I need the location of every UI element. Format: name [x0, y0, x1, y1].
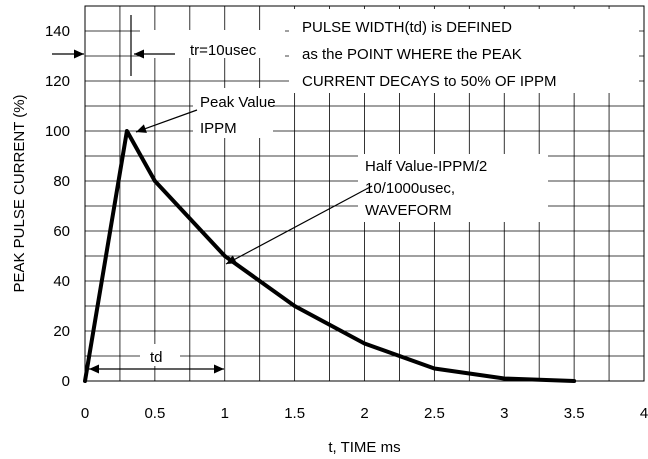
peak-value-arrow-line	[135, 109, 198, 133]
pulse-width-note-line-3: CURRENT DECAYS to 50% OF IPPM	[302, 73, 557, 90]
x-tick-label: 0	[81, 405, 89, 422]
y-tick-label: 60	[53, 223, 70, 240]
y-tick-labels: 0 20 40 60 80 100 120 140	[45, 23, 70, 390]
x-tick-label: 3.5	[564, 405, 585, 422]
pulse-width-note-line-1: PULSE WIDTH(td) is DEFINED	[302, 19, 512, 36]
td-arrow-right-head	[214, 364, 224, 374]
x-tick-labels: 0 0.5 1 1.5 2 2.5 3 3.5 4	[81, 405, 648, 422]
half-value-arrow-line	[225, 185, 373, 265]
peak-value-arrow-head	[136, 124, 147, 133]
annotation-arrows	[52, 15, 373, 374]
half-value-box	[358, 154, 548, 222]
td-arrow-left-head	[89, 364, 99, 374]
x-axis-label: t, TIME ms	[328, 439, 400, 456]
y-axis-label: PEAK PULSE CURRENT (%)	[11, 94, 28, 292]
peak-value-box	[193, 88, 273, 138]
y-tick-label: 0	[62, 373, 70, 390]
rise-time-box	[140, 30, 285, 58]
y-tick-label: 40	[53, 273, 70, 290]
tr-right-arrow-head	[134, 49, 144, 59]
td-box	[140, 344, 180, 366]
peak-value-label-line-1: Peak Value	[200, 94, 276, 111]
x-tick-label: 2	[360, 405, 368, 422]
peak-value-label-line-2: IPPM	[200, 120, 237, 137]
plot-frame	[84, 5, 645, 382]
annotation-boxes	[140, 9, 639, 366]
half-value-label-line-1: Half Value-IPPM/2	[365, 158, 487, 175]
series-line	[83, 129, 577, 383]
x-tick-label: 4	[640, 405, 648, 422]
pulse-width-note-box	[289, 9, 639, 93]
y-tick-label: 100	[45, 123, 70, 140]
pulse-width-note-line-2: as the POINT WHERE the PEAK	[302, 46, 522, 63]
x-tick-label: 1.5	[284, 405, 305, 422]
y-tick-label: 20	[53, 323, 70, 340]
y-tick-label: 140	[45, 23, 70, 40]
rise-time-label: tr=10usec	[190, 42, 257, 59]
td-label: td	[150, 349, 163, 366]
x-tick-label: 3	[500, 405, 508, 422]
half-value-label-line-2: 10/1000usec,	[365, 180, 455, 197]
x-tick-label: 2.5	[424, 405, 445, 422]
y-tick-label: 80	[53, 173, 70, 190]
annotations: PULSE WIDTH(td) is DEFINED as the POINT …	[150, 19, 557, 366]
x-tick-label: 0.5	[144, 405, 165, 422]
half-value-label-line-3: WAVEFORM	[365, 202, 452, 219]
tr-left-arrow-head	[74, 49, 84, 59]
half-value-arrow-head	[226, 255, 237, 264]
x-tick-label: 1	[221, 405, 229, 422]
y-tick-label: 120	[45, 73, 70, 90]
